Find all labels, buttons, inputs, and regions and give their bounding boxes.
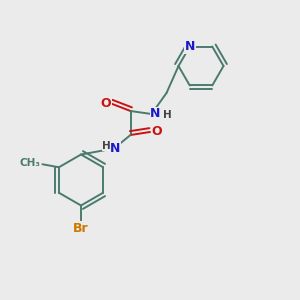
Text: N: N: [110, 142, 121, 155]
Text: N: N: [184, 40, 195, 53]
Text: O: O: [100, 97, 111, 110]
Text: N: N: [150, 107, 161, 121]
Text: CH₃: CH₃: [20, 158, 41, 168]
Text: H: H: [102, 141, 111, 151]
Text: Br: Br: [73, 222, 89, 235]
Text: H: H: [163, 110, 172, 121]
Text: O: O: [151, 125, 162, 139]
